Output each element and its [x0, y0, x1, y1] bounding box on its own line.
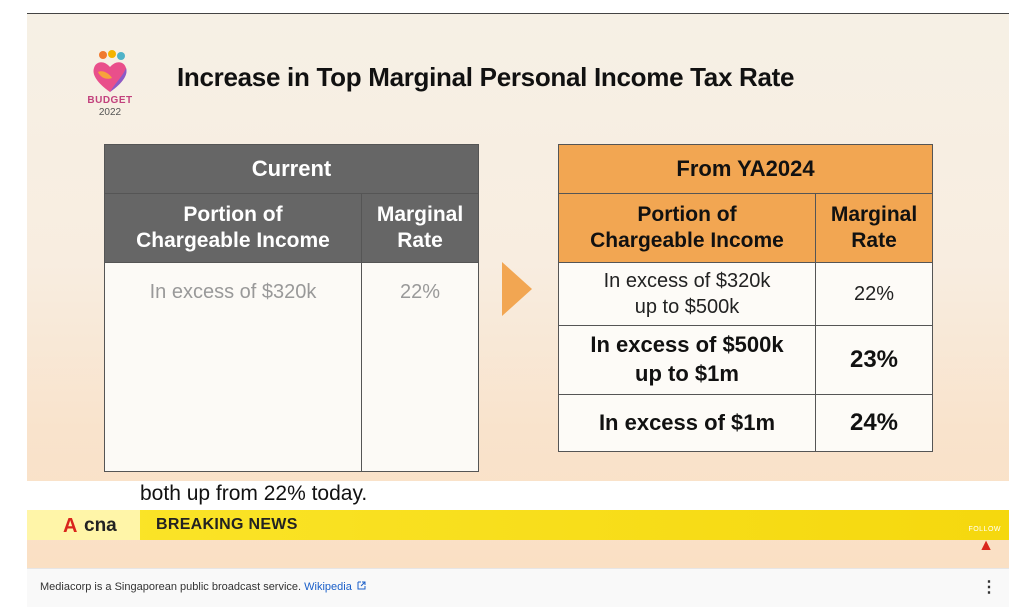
- rate-header-line2: Rate: [397, 229, 443, 252]
- current-income-cell: In excess of $320k: [104, 262, 362, 472]
- rate-cell: 22%: [814, 262, 934, 326]
- breaking-news-label: BREAKING NEWS: [156, 516, 298, 533]
- video-frame[interactable]: BUDGET 2022 Increase in Top Marginal Per…: [27, 14, 1009, 568]
- current-col-income-header: Portion of Chargeable Income: [104, 193, 362, 263]
- follow-label[interactable]: FOLLOW: [968, 526, 1001, 533]
- income-header-line2: Chargeable Income: [136, 229, 330, 252]
- external-link-icon[interactable]: [357, 581, 366, 593]
- table-row: In excess of $320k 22%: [104, 262, 480, 472]
- current-col-rate-header: Marginal Rate: [360, 193, 480, 263]
- income-header-line2: Chargeable Income: [590, 229, 784, 252]
- info-panel: Mediacorp is a Singaporean public broadc…: [27, 568, 1009, 607]
- income-header-line1: Portion of: [183, 202, 283, 226]
- top-divider: [27, 13, 1009, 14]
- rate-header-line2: Rate: [851, 229, 897, 252]
- new-col-rate-header: Marginal Rate: [814, 193, 934, 263]
- income-cell: In excess of $500k up to $1m: [558, 325, 816, 395]
- income-cell: In excess of $320k up to $500k: [558, 262, 816, 326]
- table-row: In excess of $1m 24%: [558, 394, 934, 452]
- new-rate-table: From YA2024 Portion of Chargeable Income…: [557, 144, 934, 452]
- table-row: In excess of $500k up to $1m 23%: [558, 325, 934, 395]
- caption-text: both up from 22% today.: [140, 482, 368, 505]
- income-cell: In excess of $1m: [558, 394, 816, 452]
- logo-year-text: 2022: [98, 107, 122, 118]
- cna-follow-icon[interactable]: ▲: [978, 537, 994, 554]
- rate-header-line1: Marginal: [830, 202, 918, 226]
- cna-logo-icon: A: [63, 515, 78, 537]
- table-row: In excess of $320k up to $500k 22%: [558, 262, 934, 326]
- caption-bar: both up from 22% today.: [27, 481, 1009, 510]
- wikipedia-link[interactable]: Wikipedia: [304, 581, 352, 593]
- new-col-income-header: Portion of Chargeable Income: [558, 193, 816, 263]
- rate-header-line1: Marginal: [376, 202, 464, 226]
- rate-cell: 24%: [814, 394, 934, 452]
- income-line1: In excess of $320k: [603, 270, 771, 292]
- income-header-line1: Portion of: [637, 202, 737, 226]
- info-text: Mediacorp is a Singaporean public broadc…: [40, 581, 366, 593]
- logo-budget-text: BUDGET: [87, 95, 133, 106]
- income-line2: up to $1m: [635, 361, 739, 386]
- current-rate-cell: 22%: [360, 262, 480, 472]
- cna-logo-text: cna: [84, 515, 117, 536]
- income-line2: up to $500k: [634, 296, 740, 318]
- cna-brand-box: A cna: [27, 510, 140, 540]
- current-table-heading: Current: [103, 144, 480, 194]
- breaking-news-ticker: A cna BREAKING NEWS FOLLOW: [27, 510, 1009, 540]
- slide-title: Increase in Top Marginal Personal Income…: [177, 62, 795, 92]
- new-table-heading: From YA2024: [557, 144, 934, 194]
- budget-heart-icon: [93, 50, 127, 92]
- budget-logo: BUDGET 2022: [85, 50, 135, 130]
- more-vert-icon[interactable]: ⋮: [981, 579, 997, 596]
- income-line1: In excess of $500k: [590, 332, 784, 358]
- arrow-right-icon: [502, 262, 532, 316]
- rate-cell: 23%: [814, 325, 934, 395]
- info-description: Mediacorp is a Singaporean public broadc…: [40, 581, 302, 593]
- current-rate-table: Current Portion of Chargeable Income Mar…: [103, 144, 480, 472]
